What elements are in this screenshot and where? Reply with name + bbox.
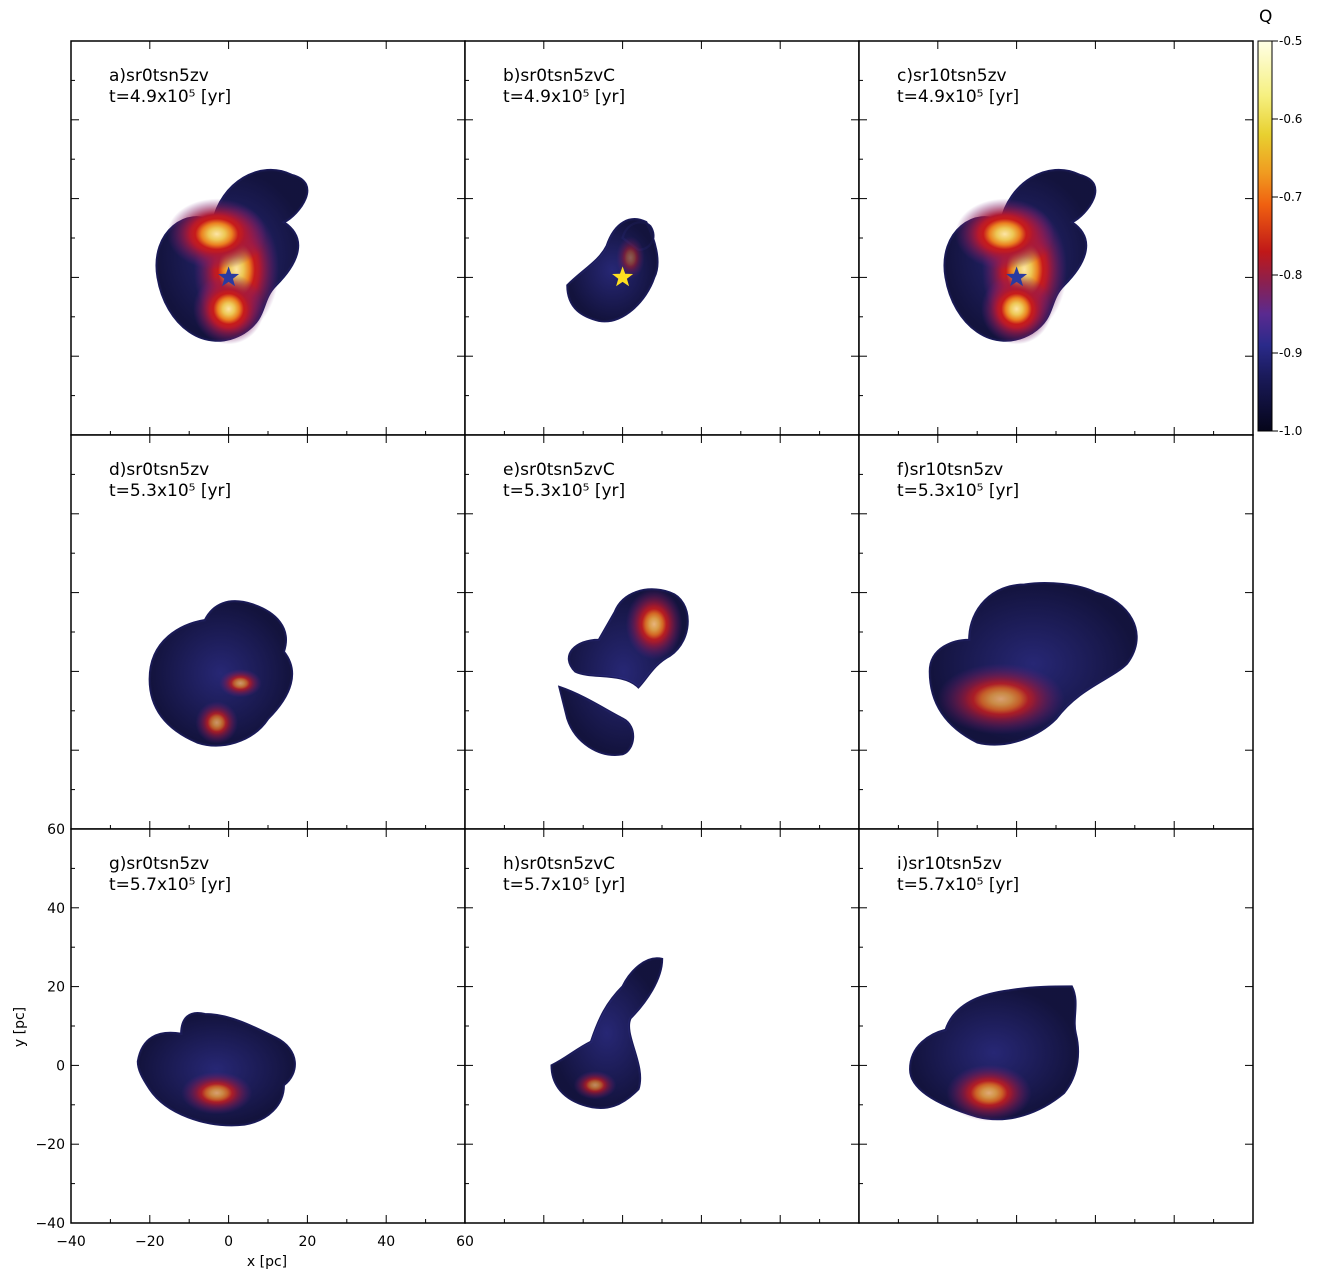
panel-c-name: c)sr10tsn5zv — [897, 66, 1007, 86]
panel-g-emission — [136, 1012, 296, 1127]
panel-c-time: t=4.9x10⁵ [yr] — [897, 87, 1019, 107]
panel-c-emission — [943, 168, 1097, 345]
panel-h-name: h)sr0tsn5zvC — [503, 854, 615, 874]
colorbar-tick-label: -0.7 — [1279, 190, 1302, 204]
colorbar-gradient — [1257, 40, 1273, 432]
x-tick-label: 20 — [298, 1234, 316, 1250]
colorbar-tick-label: -1.0 — [1279, 424, 1302, 438]
x-tick-label: −20 — [135, 1234, 165, 1250]
x-tick-label: 0 — [224, 1234, 233, 1250]
y-tick-label: 60 — [47, 822, 65, 838]
y-tick-label: 20 — [47, 980, 65, 996]
panel-e-emission — [557, 588, 689, 756]
colorbar-tick-label: -0.6 — [1279, 112, 1302, 126]
panel-d-name: d)sr0tsn5zv — [109, 460, 209, 480]
colorbar-tick-label: -0.8 — [1279, 268, 1302, 282]
panel-a-time: t=4.9x10⁵ [yr] — [109, 87, 231, 107]
y-tick-label: −20 — [35, 1137, 65, 1153]
panel-f-name: f)sr10tsn5zv — [897, 460, 1003, 480]
x-tick-label: 60 — [456, 1234, 474, 1250]
panel-a-star-marker — [218, 266, 240, 287]
panel-b-name: b)sr0tsn5zvC — [503, 66, 615, 86]
y-tick-label: 0 — [56, 1058, 65, 1074]
panel-b-emission — [566, 218, 659, 323]
panel-b-time: t=4.9x10⁵ [yr] — [503, 87, 625, 107]
panel-i-emission — [909, 985, 1080, 1122]
panel-b-star-marker — [612, 266, 634, 287]
y-tick-label: 40 — [47, 901, 65, 917]
x-axis-label: x [pc] — [247, 1254, 287, 1270]
colorbar: Q -0.5 -0.6 -0.7 -0.8 -0.9 -1.0 — [1257, 7, 1302, 438]
y-tick-label: −40 — [35, 1216, 65, 1232]
panel-f-time: t=5.3x10⁵ [yr] — [897, 481, 1019, 501]
panel-d-time: t=5.3x10⁵ [yr] — [109, 481, 231, 501]
x-tick-label: −40 — [56, 1234, 86, 1250]
y-axis-label: y [pc] — [12, 1007, 28, 1047]
panel-d-emission — [148, 600, 294, 747]
panel-e-name: e)sr0tsn5zvC — [503, 460, 615, 480]
panel-e-time: t=5.3x10⁵ [yr] — [503, 481, 625, 501]
panel-c-star-marker — [1006, 266, 1028, 287]
panel-i-name: i)sr10tsn5zv — [897, 854, 1002, 874]
panel-a-name: a)sr0tsn5zv — [109, 66, 209, 86]
panel-f-emission — [928, 582, 1138, 746]
panel-g-time: t=5.7x10⁵ [yr] — [109, 875, 231, 895]
colorbar-title: Q — [1259, 7, 1272, 27]
panel-i-time: t=5.7x10⁵ [yr] — [897, 875, 1019, 895]
panel-h-time: t=5.7x10⁵ [yr] — [503, 875, 625, 895]
colorbar-tick-label: -0.9 — [1279, 346, 1302, 360]
colorbar-tick-label: -0.5 — [1279, 34, 1302, 48]
panel-a-emission — [155, 168, 309, 345]
x-tick-label: 40 — [377, 1234, 395, 1250]
panel-h-emission — [550, 957, 664, 1109]
panel-g-name: g)sr0tsn5zv — [109, 854, 209, 874]
